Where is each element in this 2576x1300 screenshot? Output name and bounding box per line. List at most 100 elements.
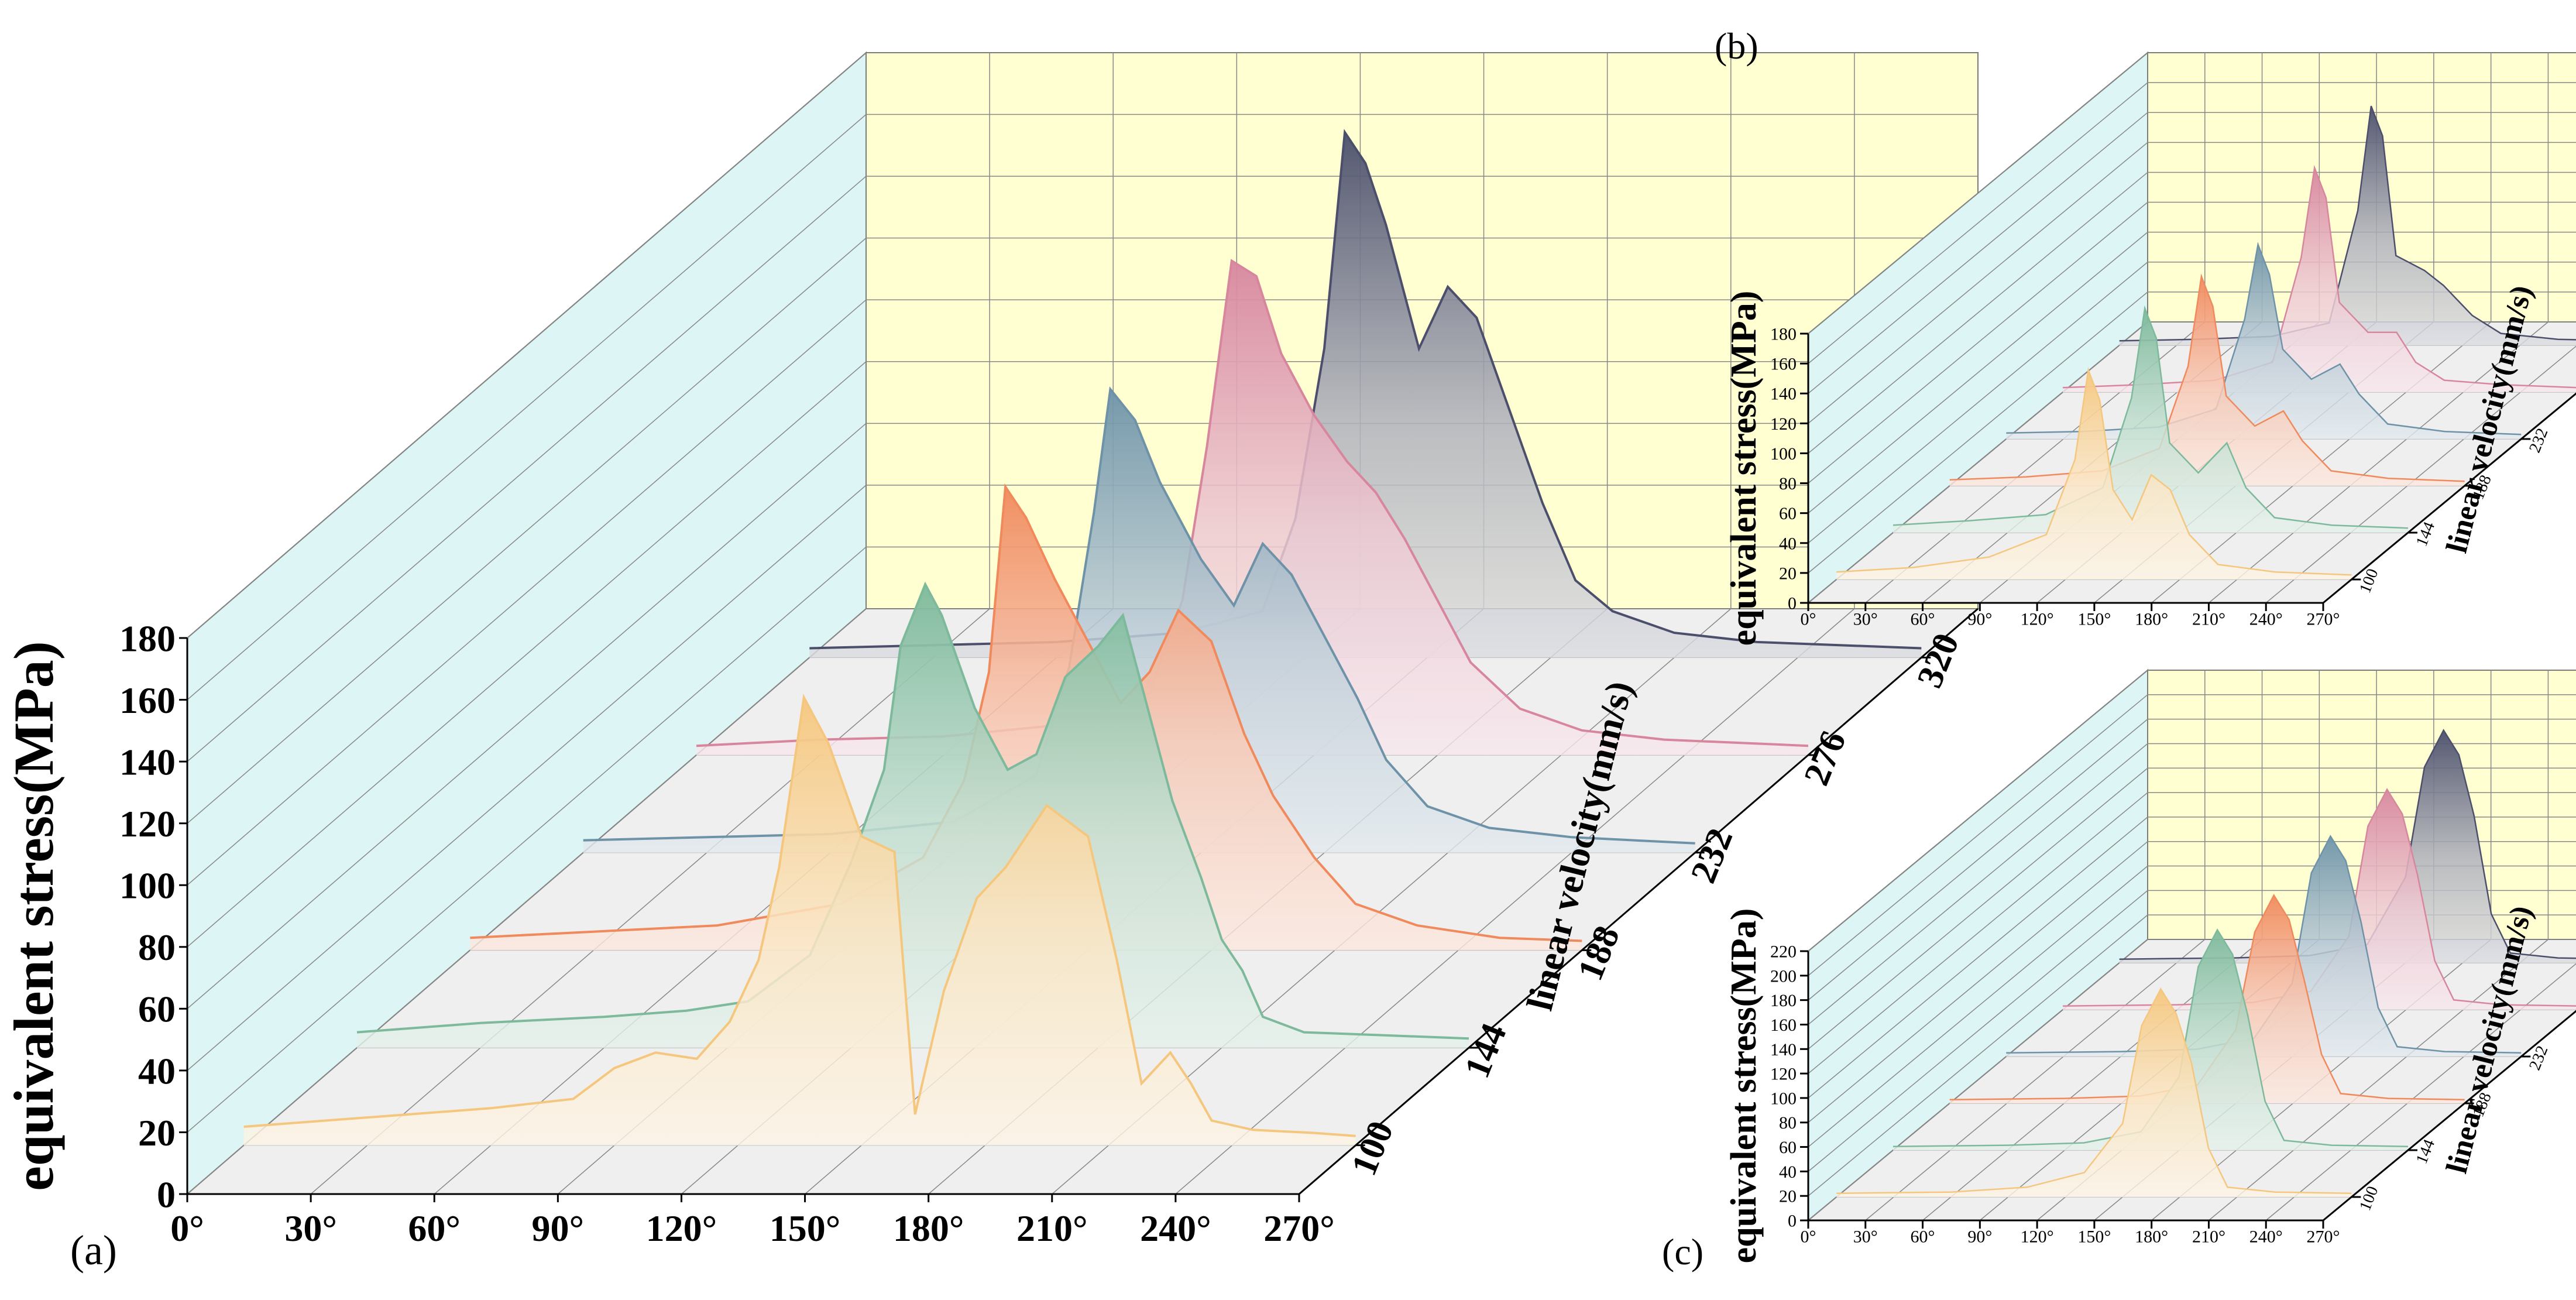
- z-axis: [1299, 608, 1979, 1195]
- x-tick-label: 30°: [1853, 610, 1878, 629]
- x-tick-label: 120°: [646, 1208, 717, 1249]
- x-tick-label: 0°: [170, 1208, 204, 1249]
- panel-c-label: (c): [1662, 1231, 1703, 1272]
- x-tick-label: 90°: [1967, 1227, 1992, 1247]
- x-tick-label: 60°: [1911, 1227, 1935, 1247]
- series-line-144: [1892, 928, 2409, 1147]
- y-tick-label: 20: [1779, 564, 1797, 583]
- grid-line-x: [2265, 963, 2576, 1221]
- grid-line-x: [2208, 670, 2549, 1221]
- x-tick-label: 270°: [1263, 1208, 1335, 1249]
- series-area-188: [1949, 276, 2465, 486]
- y-tick-label: 140: [1770, 385, 1797, 404]
- series-area-100: [1836, 370, 2352, 579]
- grid-line-x: [310, 53, 990, 1195]
- panel-a-chart: 0 20 40 60 80 100 120 140 160 180 0° 30° 60° 90° 120° 1…: [2, 51, 1980, 1249]
- series-line-100: [1836, 367, 2352, 576]
- series-area-100: [243, 697, 1356, 1145]
- x-tick-label: 240°: [2249, 610, 2283, 629]
- x-tick-label: 120°: [2021, 1227, 2054, 1247]
- x-tick-label: 30°: [284, 1208, 337, 1249]
- x-tick-label: 60°: [408, 1208, 461, 1249]
- y-tick-label: 140: [119, 742, 176, 783]
- y-tick-label: 120: [119, 803, 176, 845]
- x-tick-label: 210°: [2192, 1227, 2225, 1247]
- y-axis-label: equivalent stress(MPa): [1724, 291, 1764, 646]
- x-tick-label: 210°: [2192, 610, 2225, 629]
- x-tick-label: 0°: [1801, 1227, 1816, 1247]
- x-tick-label: 120°: [2021, 610, 2054, 629]
- y-tick-label: 160: [1770, 355, 1797, 374]
- grid-line-x: [1808, 670, 2148, 1221]
- x-tick-label: 150°: [2077, 610, 2111, 629]
- grid-line-x: [1052, 53, 1732, 1195]
- y-tick-label: 80: [1779, 474, 1797, 493]
- grid-line-x: [2208, 53, 2549, 603]
- panel-b-label: (b): [1715, 25, 1758, 67]
- y-tick-label: 0: [157, 1174, 176, 1215]
- x-tick-label: 90°: [1967, 610, 1992, 629]
- y-tick-label: 40: [1779, 534, 1797, 553]
- y-tick-label: 80: [1779, 1113, 1797, 1133]
- x-tick-label: 270°: [2307, 610, 2340, 629]
- series-area-276: [696, 260, 1808, 756]
- y-tick-label: 120: [1770, 414, 1797, 434]
- y-tick-label: 40: [138, 1050, 176, 1092]
- y-axis-label: equivalent stress(MPa): [2, 641, 65, 1191]
- y-tick-label: 100: [119, 865, 176, 907]
- y-tick-label: 60: [1779, 504, 1797, 523]
- y-tick-label: 100: [1770, 1089, 1797, 1108]
- y-tick-label: 180: [1770, 991, 1797, 1010]
- series-area-232: [2006, 244, 2522, 439]
- x-tick-label: 180°: [893, 1208, 964, 1249]
- grid-line-x: [187, 53, 867, 1195]
- panel-c-chart: 0 20 40 60 80 100 120 140 160 180 200 220 0° 30° 60° 90…: [1724, 668, 2576, 1264]
- y-tick-label: 120: [1770, 1065, 1797, 1084]
- x-tick-label: 210°: [1016, 1208, 1088, 1249]
- y-tick-label: 80: [138, 927, 176, 968]
- y-tick-label: 0: [1788, 594, 1797, 613]
- x-tick-label: 90°: [532, 1208, 585, 1249]
- x-tick-label: 150°: [2077, 1227, 2111, 1247]
- series-area-232: [583, 389, 1695, 853]
- y-tick-label: 20: [138, 1112, 176, 1154]
- series-area-320: [809, 132, 1922, 658]
- grid-line-x: [1175, 53, 1855, 1195]
- x-tick-label: 240°: [2249, 1227, 2283, 1247]
- panel-b-chart: 0 20 40 60 80 100 120 140 160 180 0° 30° 60° 90° 120° 1…: [1724, 51, 2576, 646]
- series-line-100: [243, 694, 1356, 1137]
- x-tick-label: 0°: [1801, 610, 1816, 629]
- y-tick-label: 220: [1770, 942, 1797, 962]
- x-tick-label: 60°: [1911, 610, 1935, 629]
- series-area-188: [470, 486, 1582, 951]
- series-area-144: [357, 584, 1469, 1048]
- grid-line-x: [2265, 345, 2576, 603]
- y-tick-label: 40: [1779, 1162, 1797, 1182]
- grid-line-x: [1865, 670, 2206, 1221]
- y-tick-label: 100: [1770, 444, 1797, 464]
- series-area-320: [2119, 106, 2576, 345]
- series-area-320: [2119, 730, 2576, 963]
- y-tick-label: 180: [1770, 325, 1797, 344]
- y-axis-label: equivalent stress(MPa): [1724, 908, 1764, 1264]
- z-axis: [2323, 392, 2576, 604]
- series-line-276: [2062, 164, 2576, 389]
- x-tick-label: 180°: [2135, 610, 2168, 629]
- y-tick-label: 60: [138, 989, 176, 1030]
- y-tick-label: 160: [1770, 1016, 1797, 1035]
- y-tick-label: 20: [1779, 1187, 1797, 1206]
- z-axis: [2323, 1010, 2576, 1222]
- series-area-276: [2063, 167, 2576, 392]
- y-tick-label: 140: [1770, 1040, 1797, 1059]
- y-tick-label: 0: [1788, 1212, 1797, 1231]
- series-line-100: [1836, 987, 2352, 1194]
- y-tick-label: 60: [1779, 1138, 1797, 1157]
- x-tick-label: 270°: [2307, 1227, 2340, 1247]
- panel-a-label: (a): [70, 1227, 117, 1274]
- x-tick-label: 240°: [1140, 1208, 1211, 1249]
- x-tick-label: 30°: [1853, 1227, 1878, 1247]
- y-tick-label: 180: [119, 618, 176, 659]
- x-tick-label: 150°: [770, 1208, 841, 1249]
- x-tick-label: 180°: [2135, 1227, 2168, 1247]
